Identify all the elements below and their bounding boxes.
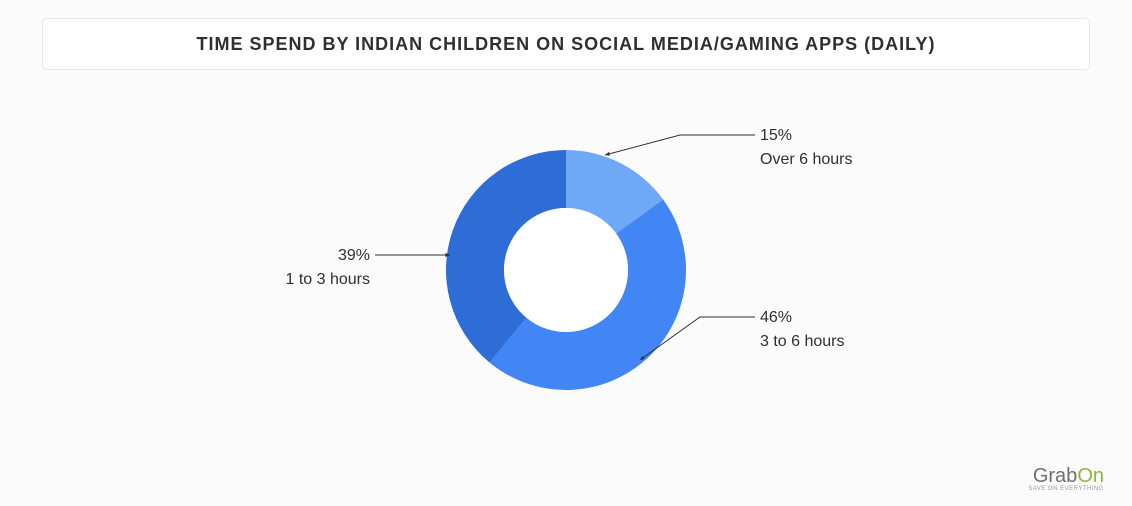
chart-title-box: TIME SPEND BY INDIAN CHILDREN ON SOCIAL …: [42, 18, 1090, 70]
segment-label-over-6: 15% Over 6 hours: [760, 125, 852, 172]
segment-pct: 39%: [230, 245, 370, 267]
logo-part1: Grab: [1033, 465, 1077, 487]
segment-pct: 15%: [760, 125, 852, 147]
donut-hole: [504, 208, 628, 332]
logo-text: GrabOn: [1028, 465, 1104, 488]
donut-chart: 15% Over 6 hours 46% 3 to 6 hours 39% 1 …: [0, 70, 1132, 470]
segment-label-3-to-6: 46% 3 to 6 hours: [760, 307, 845, 354]
segment-label-1-to-3: 39% 1 to 3 hours: [230, 245, 370, 292]
segment-desc: Over 6 hours: [760, 149, 852, 171]
logo-part2: On: [1077, 465, 1104, 487]
chart-title: TIME SPEND BY INDIAN CHILDREN ON SOCIAL …: [196, 34, 935, 55]
segment-desc: 3 to 6 hours: [760, 331, 845, 353]
leader-line: [605, 135, 755, 155]
segment-desc: 1 to 3 hours: [230, 269, 370, 291]
brand-logo: GrabOn SAVE ON EVERYTHING: [1028, 465, 1104, 492]
logo-tagline: SAVE ON EVERYTHING: [1028, 486, 1104, 492]
donut-svg: [0, 70, 1132, 470]
segment-pct: 46%: [760, 307, 845, 329]
